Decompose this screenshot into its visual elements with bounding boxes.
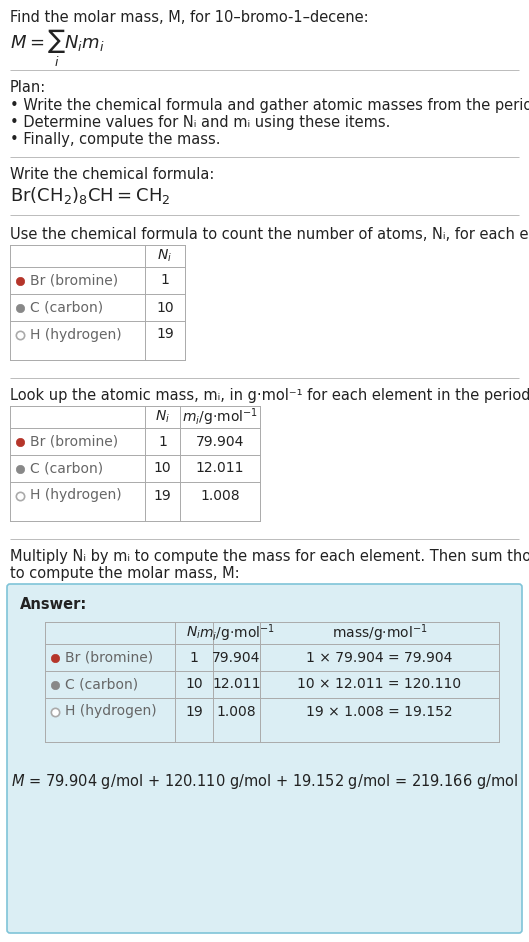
Text: 79.904: 79.904 — [196, 434, 244, 448]
Text: 12.011: 12.011 — [196, 462, 244, 476]
Text: Multiply Nᵢ by mᵢ to compute the mass for each element. Then sum those values: Multiply Nᵢ by mᵢ to compute the mass fo… — [10, 549, 529, 564]
Text: 1: 1 — [161, 273, 169, 287]
Text: 10: 10 — [156, 300, 174, 315]
Text: $\mathit{N}_i$: $\mathit{N}_i$ — [187, 625, 202, 642]
Text: Br (bromine): Br (bromine) — [30, 434, 118, 448]
Text: 1: 1 — [189, 651, 198, 664]
Text: 1 × 79.904 = 79.904: 1 × 79.904 = 79.904 — [306, 651, 453, 664]
Text: $\mathrm{Br(CH_2)_8CH{=}CH_2}$: $\mathrm{Br(CH_2)_8CH{=}CH_2}$ — [10, 185, 170, 206]
Text: 10: 10 — [185, 677, 203, 691]
Text: H (hydrogen): H (hydrogen) — [30, 328, 122, 342]
Text: C (carbon): C (carbon) — [30, 300, 103, 315]
Text: • Finally, compute the mass.: • Finally, compute the mass. — [10, 132, 221, 147]
Text: H (hydrogen): H (hydrogen) — [65, 705, 157, 719]
Text: 1.008: 1.008 — [217, 705, 257, 719]
Text: 12.011: 12.011 — [212, 677, 261, 691]
Text: 1.008: 1.008 — [200, 489, 240, 502]
Text: $\mathit{m}_i$/g·mol$^{-1}$: $\mathit{m}_i$/g·mol$^{-1}$ — [198, 623, 275, 643]
Text: $\mathit{M}$ = 79.904 g/mol + 120.110 g/mol + 19.152 g/mol = 219.166 g/mol: $\mathit{M}$ = 79.904 g/mol + 120.110 g/… — [11, 772, 518, 791]
Text: 19 × 1.008 = 19.152: 19 × 1.008 = 19.152 — [306, 705, 453, 719]
Text: H (hydrogen): H (hydrogen) — [30, 489, 122, 502]
Text: C (carbon): C (carbon) — [30, 462, 103, 476]
Text: 1: 1 — [158, 434, 167, 448]
Text: C (carbon): C (carbon) — [65, 677, 138, 691]
Text: 10: 10 — [154, 462, 171, 476]
Text: $\mathit{N}_i$: $\mathit{N}_i$ — [158, 248, 172, 264]
Text: 19: 19 — [185, 705, 203, 719]
Text: 19: 19 — [153, 489, 171, 502]
Text: Answer:: Answer: — [20, 597, 87, 612]
Text: $\mathit{m}_i$/g·mol$^{-1}$: $\mathit{m}_i$/g·mol$^{-1}$ — [182, 406, 258, 428]
Text: mass/g·mol$^{-1}$: mass/g·mol$^{-1}$ — [332, 623, 427, 643]
Text: • Write the chemical formula and gather atomic masses from the periodic table.: • Write the chemical formula and gather … — [10, 98, 529, 113]
Text: 19: 19 — [156, 328, 174, 342]
Text: Use the chemical formula to count the number of atoms, Nᵢ, for each element:: Use the chemical formula to count the nu… — [10, 227, 529, 242]
Text: Plan:: Plan: — [10, 80, 46, 95]
Text: Look up the atomic mass, mᵢ, in g·mol⁻¹ for each element in the periodic table:: Look up the atomic mass, mᵢ, in g·mol⁻¹ … — [10, 388, 529, 403]
Text: $\mathit{N}_i$: $\mathit{N}_i$ — [155, 409, 170, 425]
Text: 79.904: 79.904 — [212, 651, 261, 664]
FancyBboxPatch shape — [7, 584, 522, 933]
Text: Find the molar mass, M, for 10–bromo-1–decene:: Find the molar mass, M, for 10–bromo-1–d… — [10, 10, 369, 25]
Text: 10 × 12.011 = 120.110: 10 × 12.011 = 120.110 — [297, 677, 462, 691]
Text: Br (bromine): Br (bromine) — [30, 273, 118, 287]
Text: $\mathit{M} = \sum_i \mathit{N}_i\mathit{m}_i$: $\mathit{M} = \sum_i \mathit{N}_i\mathit… — [10, 28, 104, 69]
Text: to compute the molar mass, M:: to compute the molar mass, M: — [10, 566, 240, 581]
Text: Write the chemical formula:: Write the chemical formula: — [10, 167, 214, 182]
Text: • Determine values for Nᵢ and mᵢ using these items.: • Determine values for Nᵢ and mᵢ using t… — [10, 115, 390, 130]
Text: Br (bromine): Br (bromine) — [65, 651, 153, 664]
